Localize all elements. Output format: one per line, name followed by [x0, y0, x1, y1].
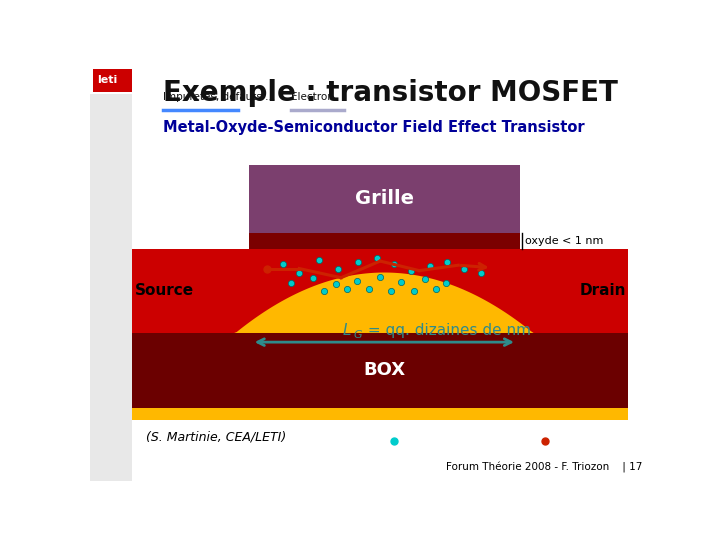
Text: (S. Martinie, CEA/LETI): (S. Martinie, CEA/LETI) — [145, 430, 286, 443]
Text: Forum Théorie 2008 - F. Triozon    | 17: Forum Théorie 2008 - F. Triozon | 17 — [446, 462, 642, 473]
Text: G: G — [354, 330, 362, 340]
Text: leti: leti — [96, 75, 117, 85]
Text: Source: Source — [135, 284, 194, 299]
Text: Electron: Electron — [291, 92, 334, 102]
Text: oxyde < 1 nm: oxyde < 1 nm — [526, 236, 603, 246]
Text: Drain: Drain — [579, 284, 626, 299]
Text: Impuretés, défauts ...: Impuretés, défauts ... — [163, 92, 275, 102]
Bar — [249, 165, 520, 233]
Bar — [132, 249, 629, 333]
Bar — [249, 233, 520, 249]
Bar — [132, 333, 629, 408]
Text: Metal-Oxyde-Semiconductor Field Effect Transistor: Metal-Oxyde-Semiconductor Field Effect T… — [163, 120, 584, 134]
Text: Exemple : transistor MOSFET: Exemple : transistor MOSFET — [163, 79, 618, 107]
Bar — [90, 94, 132, 481]
Text: = qq. dizaines de nm: = qq. dizaines de nm — [363, 323, 531, 338]
Text: BOX: BOX — [364, 361, 405, 380]
Bar — [132, 408, 629, 420]
Polygon shape — [132, 273, 629, 333]
Bar — [93, 69, 132, 92]
Text: L: L — [343, 323, 351, 338]
Text: Grille: Grille — [355, 190, 414, 208]
